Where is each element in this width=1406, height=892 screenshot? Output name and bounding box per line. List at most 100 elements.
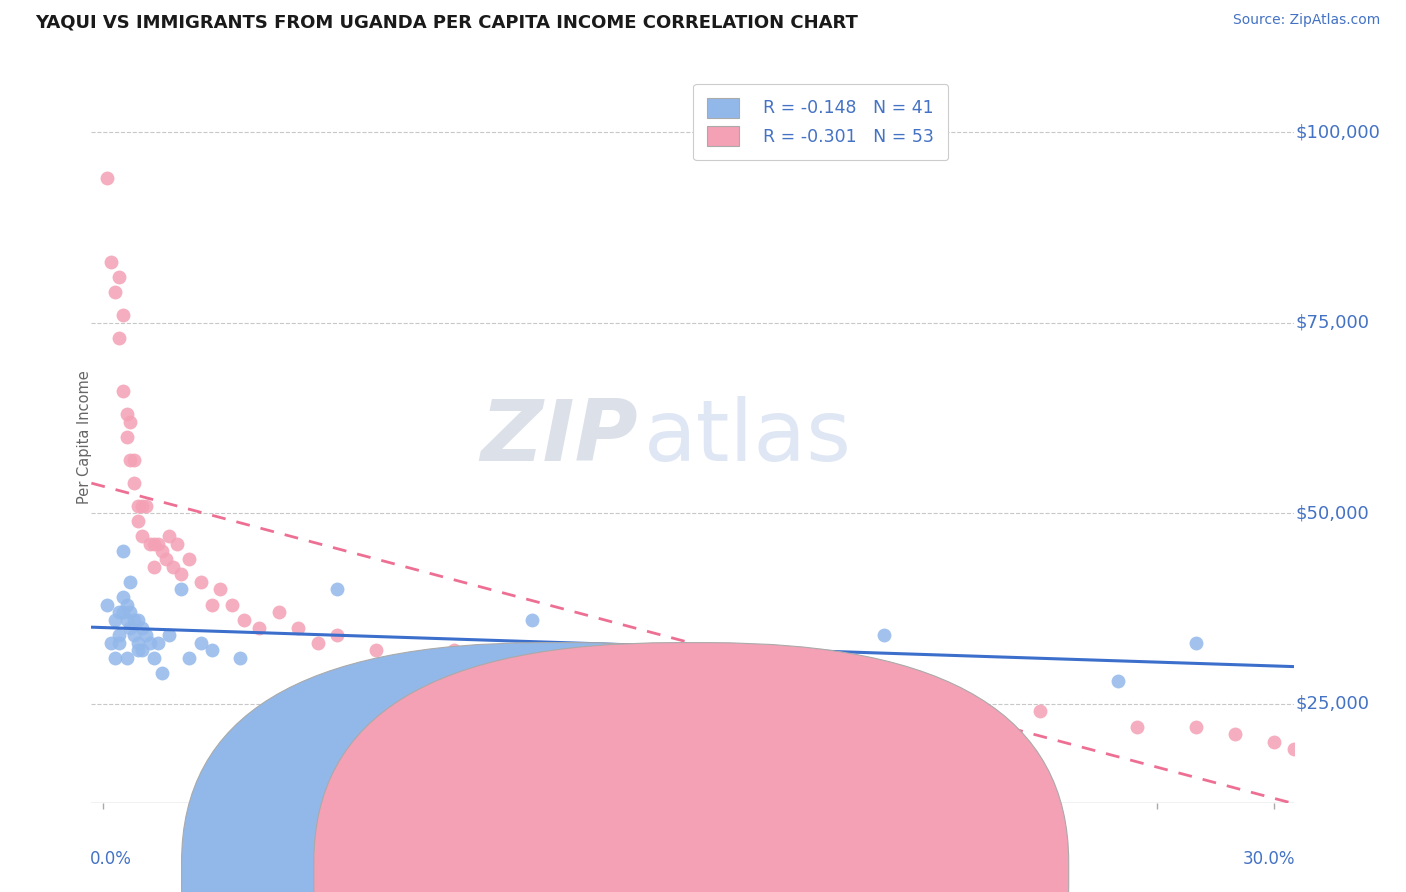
Point — [111, 384, 134, 399]
Point — [170, 567, 193, 582]
Point — [155, 552, 177, 566]
Point — [232, 613, 254, 627]
Point — [107, 605, 129, 619]
Text: Source: ZipAtlas.com: Source: ZipAtlas.com — [1233, 13, 1381, 28]
Point — [366, 643, 388, 657]
Point — [127, 643, 149, 657]
Text: Yaqui: Yaqui — [582, 864, 621, 880]
Point — [107, 270, 129, 285]
Point — [1107, 673, 1129, 688]
Point — [107, 636, 129, 650]
Point — [135, 628, 157, 642]
Text: Immigrants from Uganda: Immigrants from Uganda — [714, 864, 907, 880]
Point — [115, 407, 138, 421]
Point — [162, 559, 184, 574]
Point — [794, 673, 817, 688]
Point — [873, 628, 896, 642]
Point — [115, 598, 138, 612]
Point — [111, 590, 134, 604]
Point — [104, 613, 127, 627]
Point — [1029, 705, 1052, 719]
Point — [201, 598, 224, 612]
Text: atlas: atlas — [644, 395, 852, 479]
Point — [190, 636, 212, 650]
Text: YAQUI VS IMMIGRANTS FROM UGANDA PER CAPITA INCOME CORRELATION CHART: YAQUI VS IMMIGRANTS FROM UGANDA PER CAPI… — [35, 13, 858, 31]
Point — [120, 605, 142, 619]
Point — [131, 529, 153, 543]
Point — [159, 628, 181, 642]
Point — [124, 475, 146, 490]
Point — [120, 415, 142, 429]
Point — [228, 651, 250, 665]
Point — [522, 613, 544, 627]
Point — [115, 430, 138, 444]
Point — [131, 499, 153, 513]
Point — [678, 673, 700, 688]
Legend:   R = -0.148   N = 41,   R = -0.301   N = 53: R = -0.148 N = 41, R = -0.301 N = 53 — [693, 84, 948, 161]
Point — [120, 621, 142, 635]
Point — [150, 544, 173, 558]
Point — [1282, 742, 1305, 756]
Point — [170, 582, 193, 597]
Point — [107, 331, 129, 345]
Point — [107, 628, 129, 642]
Text: ZIP: ZIP — [481, 395, 638, 479]
Point — [443, 643, 465, 657]
FancyBboxPatch shape — [181, 642, 936, 892]
Point — [120, 453, 142, 467]
Point — [1263, 735, 1285, 749]
Point — [127, 636, 149, 650]
Point — [104, 651, 127, 665]
Y-axis label: Per Capita Income: Per Capita Income — [77, 370, 91, 504]
Point — [124, 453, 146, 467]
Text: $75,000: $75,000 — [1296, 314, 1369, 332]
Point — [127, 613, 149, 627]
Point — [131, 643, 153, 657]
Point — [190, 574, 212, 589]
Point — [124, 613, 146, 627]
Text: $50,000: $50,000 — [1296, 504, 1369, 523]
Point — [127, 499, 149, 513]
Point — [1185, 636, 1208, 650]
Point — [159, 529, 181, 543]
Point — [100, 255, 122, 269]
Point — [1223, 727, 1246, 741]
Point — [177, 552, 200, 566]
Text: 30.0%: 30.0% — [1243, 850, 1295, 868]
Point — [678, 658, 700, 673]
Point — [104, 285, 127, 300]
Point — [142, 559, 165, 574]
Point — [221, 598, 243, 612]
Point — [111, 544, 134, 558]
Point — [150, 666, 173, 681]
Point — [96, 171, 118, 186]
Point — [96, 598, 118, 612]
Point — [201, 643, 224, 657]
Point — [120, 574, 142, 589]
Point — [404, 658, 426, 673]
Point — [142, 537, 165, 551]
Point — [111, 605, 134, 619]
Point — [115, 613, 138, 627]
Point — [135, 499, 157, 513]
Point — [146, 537, 169, 551]
Point — [267, 605, 290, 619]
Point — [326, 582, 349, 597]
Point — [131, 621, 153, 635]
Point — [139, 537, 162, 551]
Point — [560, 673, 582, 688]
Point — [1185, 720, 1208, 734]
Point — [326, 628, 349, 642]
Point — [111, 308, 134, 322]
Point — [124, 628, 146, 642]
Point — [166, 537, 188, 551]
Point — [911, 689, 934, 703]
Text: $100,000: $100,000 — [1296, 123, 1381, 141]
Point — [146, 636, 169, 650]
Text: $25,000: $25,000 — [1296, 695, 1369, 713]
Point — [127, 514, 149, 528]
Point — [142, 651, 165, 665]
Text: 0.0%: 0.0% — [90, 850, 132, 868]
Point — [139, 636, 162, 650]
Point — [1126, 720, 1149, 734]
